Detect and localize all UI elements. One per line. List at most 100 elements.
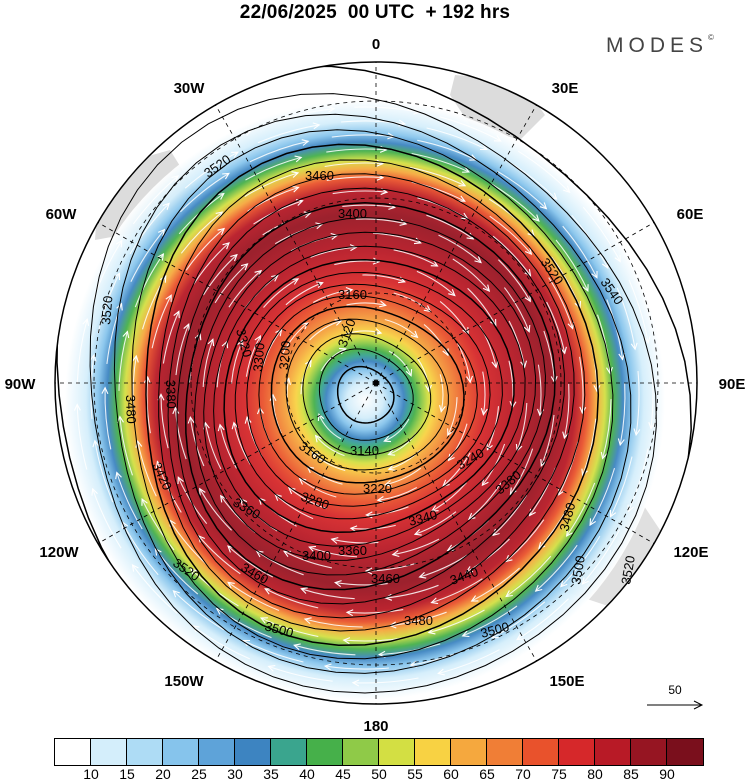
streamline-arrowhead (562, 431, 570, 440)
streamline-arrowhead (303, 617, 312, 625)
streamline (439, 300, 469, 335)
streamline-arrowhead (627, 504, 634, 513)
height-contour-line (302, 333, 432, 456)
lon-label-60e: 60E (677, 206, 704, 223)
streamline (174, 407, 187, 460)
streamline (326, 148, 387, 153)
streamline-arrowhead (259, 617, 268, 624)
streamline (76, 319, 88, 385)
streamline-arrowhead (374, 328, 383, 336)
streamline (468, 482, 502, 520)
streamline (362, 274, 405, 283)
graticule (55, 62, 697, 704)
streamline-arrowhead (215, 607, 224, 615)
colorbar-tick-label: 50 (371, 766, 387, 782)
contour-label: 3500 (568, 554, 588, 585)
streamline (602, 399, 612, 459)
streamline (560, 535, 601, 587)
streamline (301, 588, 355, 600)
streamline (309, 546, 358, 558)
colorbar-tick-label: 60 (443, 766, 459, 782)
colorbar-tick-label: 10 (83, 766, 99, 782)
colorbar-tick-label: 65 (479, 766, 495, 782)
streamline-arrowhead (565, 529, 573, 538)
streamline-arrowhead (520, 360, 528, 369)
streamline-arrowhead (384, 593, 393, 601)
streamline (162, 311, 180, 364)
streamline-arrowhead (301, 139, 310, 146)
streamline (492, 235, 531, 277)
streamline (326, 176, 384, 181)
streamline (119, 416, 134, 476)
streamline (555, 239, 589, 292)
streamline (393, 249, 438, 267)
colorbar-swatch (631, 739, 667, 765)
streamline (214, 263, 248, 304)
contour-label: 3380 (163, 380, 179, 409)
streamline (627, 448, 649, 512)
streamline (385, 584, 439, 599)
streamline (285, 282, 323, 306)
colorbar-tick-label: 80 (587, 766, 603, 782)
streamline (282, 322, 309, 354)
streamline-arrowhead (461, 630, 470, 638)
streamline-arrowhead (372, 257, 381, 265)
streamline (566, 482, 596, 537)
streamline-arrowhead (474, 256, 482, 264)
streamline (256, 550, 304, 576)
lon-label-0: 0 (372, 36, 380, 53)
colorbar-swatch (235, 739, 271, 765)
colorbar-tick-label: 30 (227, 766, 243, 782)
streamline-arrowhead (240, 263, 249, 271)
streamline-arrowhead (333, 580, 342, 588)
streamline (628, 279, 649, 343)
lon-label-150e: 150E (549, 673, 584, 690)
streamline (202, 339, 214, 388)
streamline (479, 325, 497, 368)
streamline-arrowhead (430, 505, 439, 512)
lon-label-60w: 60W (46, 206, 78, 223)
contour-label: 3200 (276, 340, 293, 370)
streamline-arrowhead (222, 172, 230, 180)
streamline-arrowhead (465, 566, 474, 573)
streamline-arrowhead (230, 253, 238, 262)
colorbar-swatch (163, 739, 199, 765)
meridian-line (375, 222, 655, 384)
streamline-arrowhead (101, 386, 109, 395)
streamline-arrowhead (425, 384, 433, 393)
copyright-mark: © (708, 33, 714, 42)
colorbar-swatch (55, 739, 91, 765)
streamline-arrowhead (291, 185, 300, 193)
streamline-arrowhead (418, 571, 427, 579)
streamline-arrowhead (345, 609, 354, 617)
streamline-arrowhead (581, 468, 588, 477)
streamline (137, 441, 157, 497)
streamline-arrowhead (516, 633, 524, 641)
streamline (310, 246, 357, 258)
height-contour-line (167, 173, 575, 619)
contour-label: 3140 (350, 443, 379, 458)
streamline (202, 254, 238, 296)
streamline (227, 581, 280, 612)
streamline-arrowhead (442, 348, 449, 357)
streamline (616, 287, 636, 350)
streamline-arrowhead (291, 171, 300, 178)
streamline-arrowhead (486, 442, 493, 451)
streamline (118, 331, 128, 391)
height-contour-line (89, 93, 657, 694)
streamline (548, 277, 574, 329)
streamline (132, 175, 179, 225)
streamline-arrowhead (405, 368, 413, 377)
colorbar-tick-label: 20 (155, 766, 171, 782)
streamline-arrowhead (244, 415, 252, 424)
streamline (439, 374, 444, 412)
streamline (345, 330, 382, 335)
streamline (516, 598, 569, 641)
contour-label: 3500 (479, 619, 511, 641)
height-contour-line (223, 258, 515, 533)
colorbar-ticks: 10 15 20 25 30 35 40 45 50 55 60 65 70 75 80 85 90 (54, 764, 704, 782)
streamline-arrowhead (579, 406, 587, 415)
streamline-arrowhead (131, 564, 139, 572)
lon-label-30w: 30W (174, 80, 206, 97)
streamline-arrowhead (89, 353, 97, 362)
